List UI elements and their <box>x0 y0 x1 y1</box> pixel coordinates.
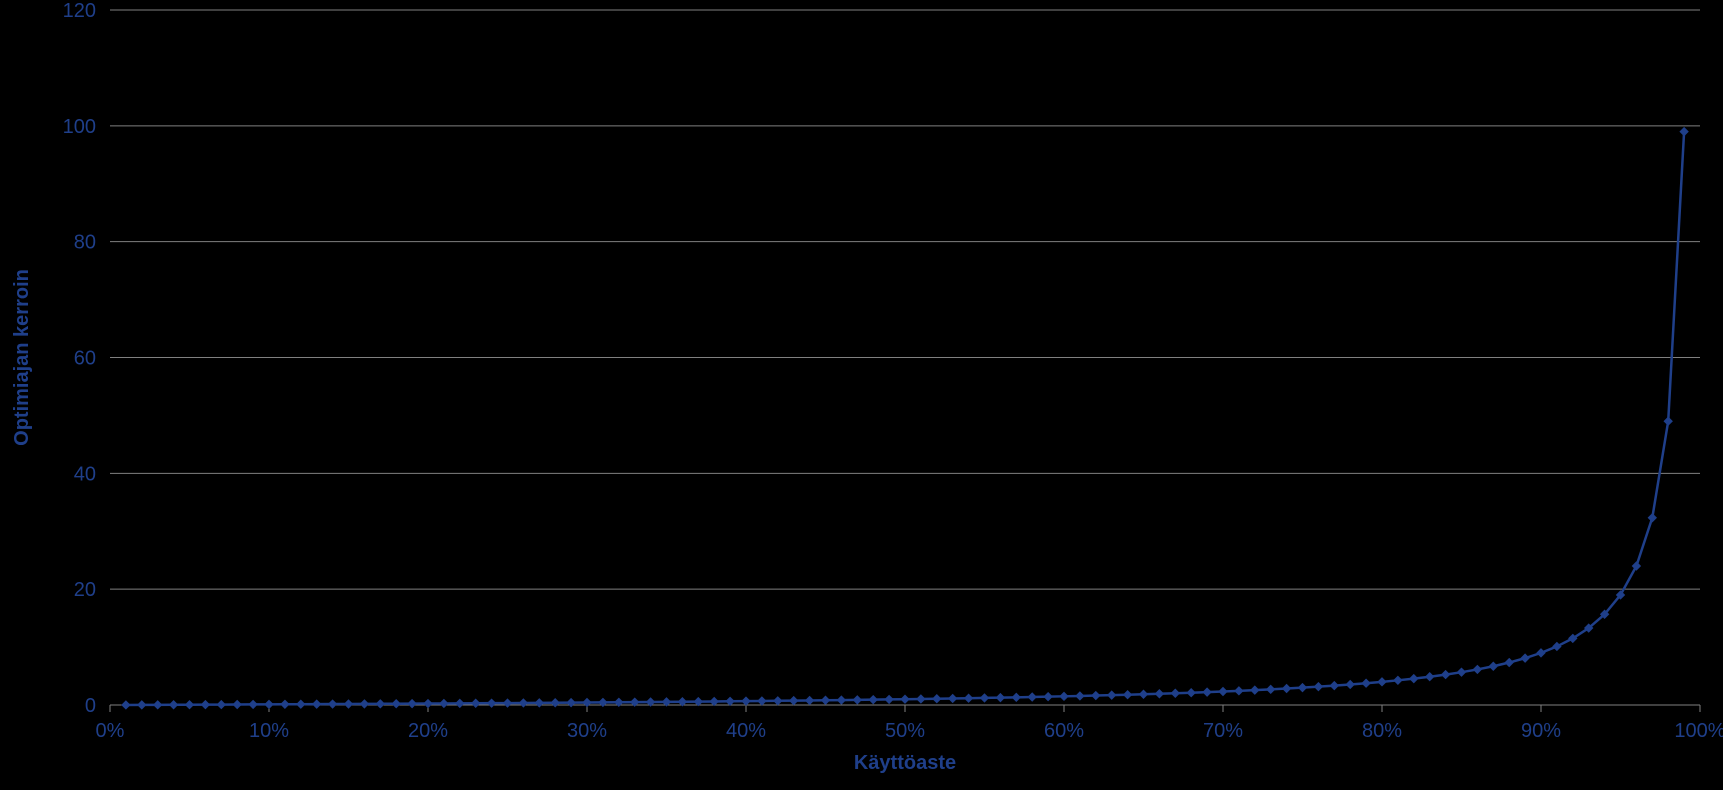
y-axis-label: Optimiajan kerroin <box>11 269 33 446</box>
x-tick-label: 10% <box>249 720 289 742</box>
y-tick-label: 80 <box>74 232 96 254</box>
x-tick-label: 30% <box>567 720 607 742</box>
x-tick-label: 20% <box>408 720 448 742</box>
x-tick-label: 90% <box>1521 720 1561 742</box>
x-tick-label: 100% <box>1674 720 1723 742</box>
y-tick-label: 100 <box>63 116 96 138</box>
y-tick-label: 120 <box>63 0 96 22</box>
y-tick-label: 0 <box>85 695 96 717</box>
y-tick-label: 60 <box>74 348 96 370</box>
y-tick-label: 40 <box>74 463 96 485</box>
x-tick-label: 60% <box>1044 720 1084 742</box>
line-chart: 0 20 40 60 80 100 120 0% 10% 20% 30% 40% 50% 60% 70% 80… <box>0 0 1723 790</box>
x-tick-label: 70% <box>1203 720 1243 742</box>
chart-container: 0 20 40 60 80 100 120 0% 10% 20% 30% 40% 50% 60% 70% 80… <box>0 0 1723 790</box>
x-tick-label: 80% <box>1362 720 1402 742</box>
x-tick-label: 0% <box>96 720 125 742</box>
x-tick-label: 40% <box>726 720 766 742</box>
y-tick-label: 20 <box>74 579 96 601</box>
x-tick-label: 50% <box>885 720 925 742</box>
x-axis-label: Käyttöaste <box>854 752 956 774</box>
